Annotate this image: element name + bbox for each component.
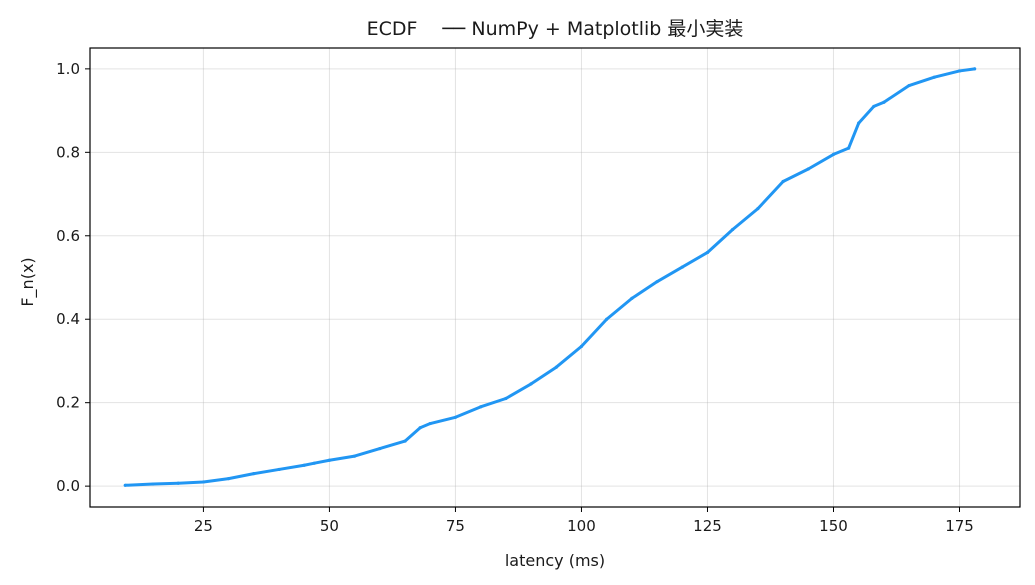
ecdf-point [403,439,407,443]
ecdf-point [731,227,735,232]
ecdf-point [806,167,810,171]
ecdf-point [630,296,634,300]
ecdf-point [907,83,911,88]
ecdf-point [857,121,861,125]
ecdf-point [151,482,155,486]
x-tick-label: 125 [693,517,722,535]
y-tick-label: 1.0 [56,60,80,78]
x-tick-label: 150 [819,517,848,535]
ecdf-point [428,421,432,426]
ecdf-point [554,365,558,369]
x-tick-label: 175 [945,517,974,535]
x-axis: 25 50 75 100 125 150 175 [194,507,974,535]
ecdf-point [353,454,357,458]
y-tick-label: 0.6 [56,227,80,245]
ecdf-point [655,280,659,284]
ecdf-point [831,152,836,156]
ecdf-point [605,317,609,321]
y-tick-label: 0.4 [56,310,80,328]
chart-title: ECDF ── NumPy + Matplotlib 最小実装 [367,18,744,40]
ecdf-point [252,472,256,476]
x-tick-label: 100 [567,517,596,535]
x-axis-label: latency (ms) [505,551,605,570]
ecdf-point [277,467,281,472]
x-tick-label: 75 [446,517,465,535]
ecdf-point [418,426,422,430]
ecdf-point [227,477,231,481]
plot-area-frame [89,47,1021,508]
y-axis-label: F_n(x) [18,257,38,306]
ecdf-point [201,480,206,484]
ecdf-point [579,344,584,348]
ecdf-point [932,75,936,79]
ecdf-point [123,483,127,487]
y-tick-label: 0.0 [56,477,80,495]
ecdf-point [781,179,785,184]
ecdf-point [872,104,876,109]
ecdf-point [312,461,316,465]
ecdf-point [973,67,977,71]
ecdf-point [529,382,533,386]
x-tick-label: 25 [194,517,213,535]
x-tick-label: 50 [320,517,339,535]
y-axis: 0.0 0.2 0.4 0.6 0.8 1.0 [56,60,90,495]
ecdf-point [957,69,962,73]
ecdf-point [302,463,306,467]
ecdf-point [756,207,760,211]
ecdf-point [453,415,458,419]
ecdf-point [680,265,684,269]
ecdf-point [705,250,710,255]
ecdf-point [882,100,886,104]
ecdf-point [847,146,851,150]
y-tick-label: 0.2 [56,394,80,412]
ecdf-point [176,481,180,485]
grid [90,48,1020,507]
ecdf-point [327,458,332,462]
ecdf-point [479,405,483,409]
ecdf-point [504,396,508,401]
series-layer [123,67,977,487]
y-tick-label: 0.8 [56,143,80,161]
ecdf-point [378,446,382,451]
